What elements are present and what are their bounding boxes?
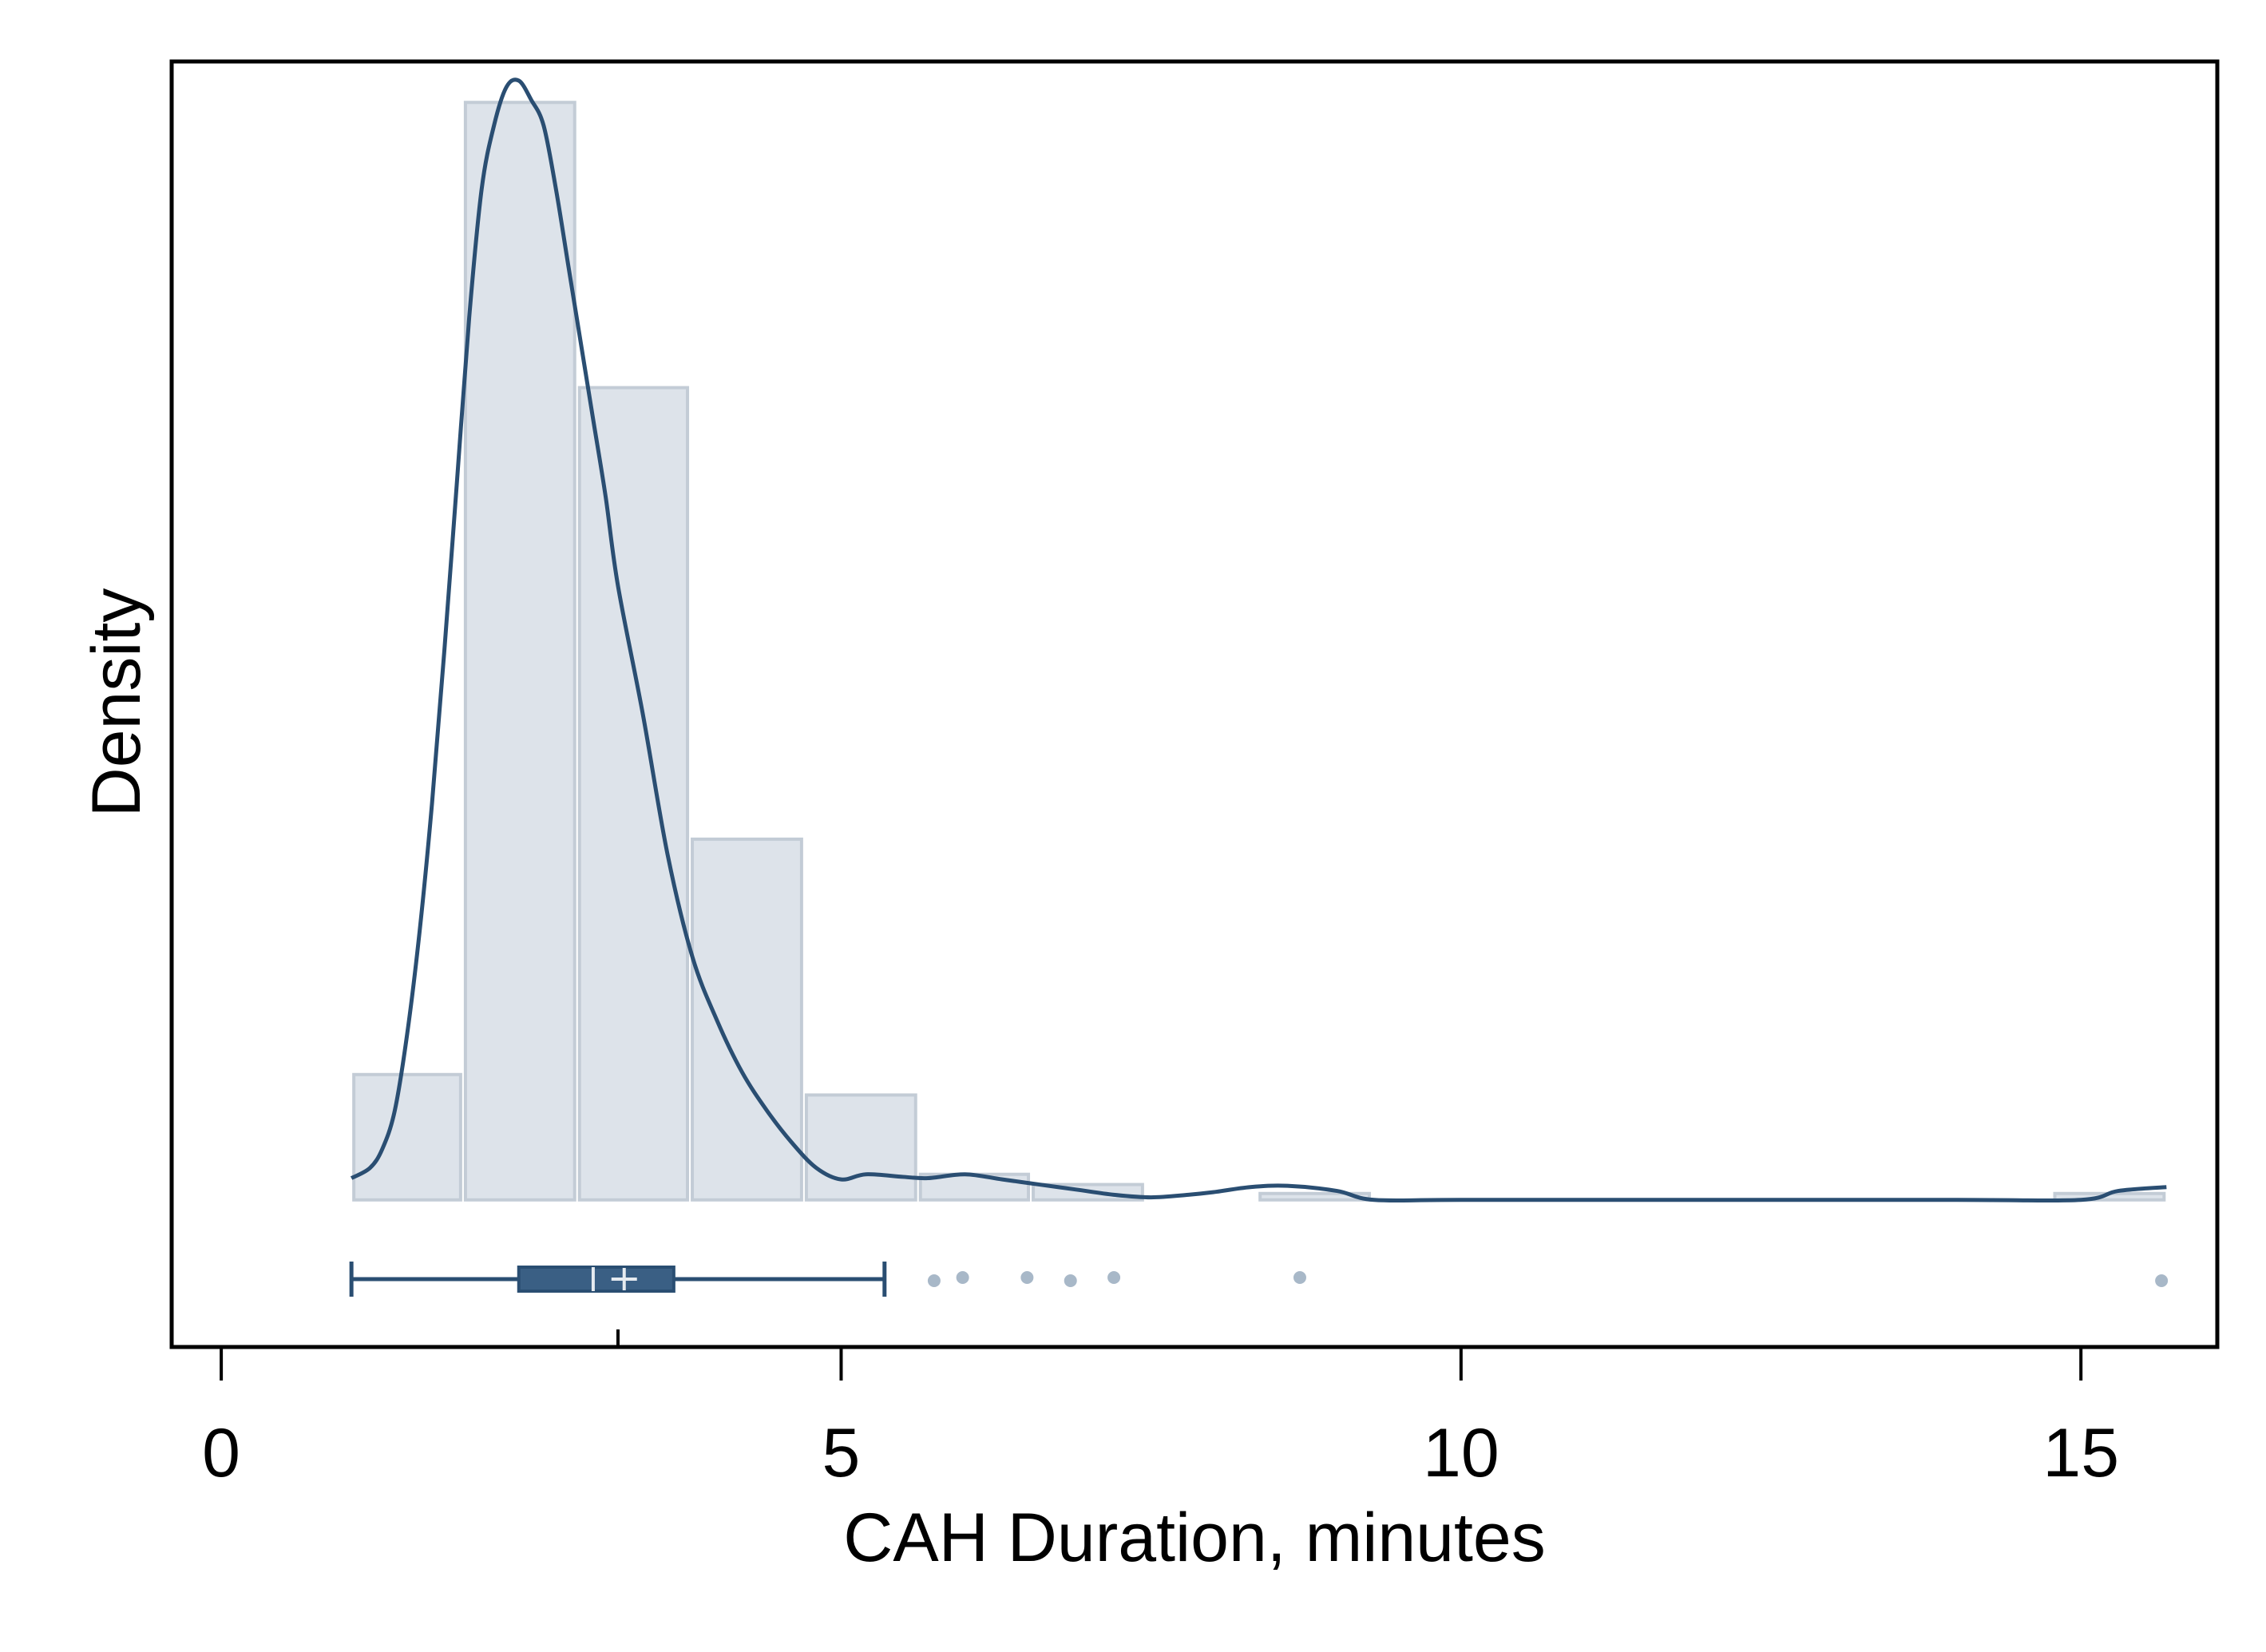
x-axis-label: CAH Duration, minutes [843,1499,1545,1576]
histogram-bar-3 [577,386,690,1202]
histogram-bar-4 [691,838,803,1202]
x-tick-label-0: 0 [202,1415,240,1492]
x-axis: 0 5 10 15 [202,1329,2119,1492]
kde-curve-group [350,77,2167,1203]
boxplot-iqr-box [517,1266,675,1293]
x-tick-label-15: 15 [2042,1415,2119,1492]
boxplot-outlier-4 [1064,1274,1077,1287]
kde-density-line [350,77,2167,1203]
histogram-bars [352,101,2166,1202]
histogram-bar-5 [804,1093,917,1202]
boxplot-outlier-3 [1020,1271,1034,1284]
boxplot-outlier-5 [1107,1271,1121,1284]
y-axis-label: Density [78,588,155,818]
histogram-bar-8 [1258,1191,1372,1202]
boxplot-outlier-6 [1293,1271,1306,1284]
boxplot-group [349,1262,2169,1297]
boxplot-outlier-1 [927,1274,941,1287]
histogram-bar-1 [352,1072,462,1202]
x-tick-label-5: 5 [822,1415,861,1492]
histogram-bar-2 [463,101,576,1202]
x-tick-label-10: 10 [1423,1415,1499,1492]
plot-frame [169,59,2220,1349]
boxplot-outlier-2 [956,1271,969,1284]
boxplot-outlier-7 [2155,1274,2169,1287]
